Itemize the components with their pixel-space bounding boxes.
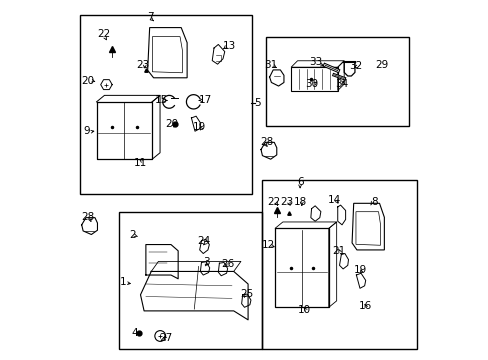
Text: 9: 9: [83, 126, 90, 135]
Text: 22: 22: [97, 29, 110, 39]
Text: 22: 22: [267, 197, 280, 207]
Text: 31: 31: [264, 60, 277, 70]
Text: 2: 2: [129, 230, 136, 239]
Text: 20: 20: [165, 119, 178, 129]
Text: 19: 19: [353, 265, 366, 275]
Text: 15: 15: [154, 95, 167, 105]
Text: 27: 27: [159, 333, 172, 343]
Text: 24: 24: [197, 236, 210, 246]
Text: 8: 8: [370, 197, 377, 207]
Bar: [274, 228, 328, 307]
Text: 34: 34: [334, 79, 347, 89]
Text: 26: 26: [221, 259, 235, 269]
Text: 29: 29: [375, 60, 388, 70]
Bar: [119, 212, 262, 348]
Text: 33: 33: [308, 57, 322, 67]
Bar: [262, 180, 416, 348]
Text: 30: 30: [305, 79, 318, 89]
Text: 5: 5: [253, 98, 260, 108]
Bar: [80, 15, 251, 194]
Text: 4: 4: [131, 328, 138, 338]
Text: 17: 17: [199, 95, 212, 105]
Text: 20: 20: [81, 76, 94, 86]
Text: 10: 10: [298, 305, 311, 315]
Text: 1: 1: [120, 277, 126, 287]
Text: 13: 13: [222, 41, 235, 51]
Text: 7: 7: [147, 12, 154, 22]
Bar: [265, 37, 408, 126]
Text: 23: 23: [280, 197, 293, 207]
Text: 14: 14: [327, 195, 340, 205]
Bar: [290, 67, 337, 90]
Text: 12: 12: [261, 239, 274, 249]
Text: 11: 11: [134, 158, 147, 168]
Text: 28: 28: [81, 212, 94, 221]
Text: 19: 19: [193, 122, 206, 132]
Text: 6: 6: [296, 177, 303, 187]
Text: 25: 25: [240, 289, 253, 299]
Text: 3: 3: [203, 257, 209, 267]
Text: 32: 32: [348, 61, 362, 71]
Text: 18: 18: [293, 197, 306, 207]
Text: 23: 23: [137, 59, 150, 69]
Text: 16: 16: [358, 301, 371, 311]
Text: 21: 21: [331, 246, 345, 256]
Text: 28: 28: [260, 138, 273, 147]
